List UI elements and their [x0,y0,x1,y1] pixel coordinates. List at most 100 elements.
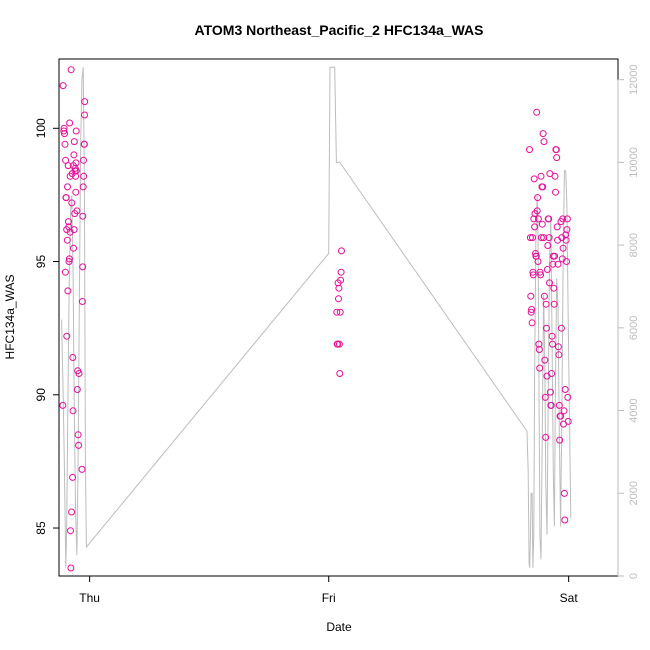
data-point [527,308,535,316]
data-point [535,346,543,353]
y-tick-label: 100 [34,118,48,138]
x-axis-label: Date [326,620,352,634]
y-right-tick-label: 6000 [628,316,640,340]
data-point [554,343,562,351]
data-point [79,212,87,220]
y-right-tick-label: 10000 [628,147,640,178]
data-point [65,255,73,263]
data-point [61,140,69,148]
data-point [59,82,67,90]
y-tick-label: 90 [34,388,48,402]
data-point [64,162,72,170]
data-point [526,146,533,154]
data-point [545,234,553,242]
data-point [63,332,71,340]
data-point [534,194,542,202]
data-point [65,218,72,226]
data-point [73,207,81,215]
data-point [533,108,541,116]
data-point [69,407,77,415]
data-point [80,156,87,164]
data-point [80,172,88,180]
data-point [62,194,70,202]
data-point [79,263,87,271]
data-point [562,231,570,239]
data-point [68,508,76,516]
data-point [78,298,86,305]
data-point [553,223,561,231]
x-axis: Thu Fri Sat [79,575,579,605]
data-point [80,140,88,148]
data-point [541,356,549,364]
altitude-line [61,66,572,568]
data-point [552,146,560,154]
data-point [529,234,536,242]
data-point [540,138,548,146]
chart-title: ATOM3 Northeast_Pacific_2 HFC134a_WAS [195,22,484,38]
y-right-tick-label: 4000 [628,398,640,422]
data-point [65,258,73,265]
data-point [546,279,553,287]
data-point [63,236,71,244]
data-point [557,324,565,332]
data-point [64,287,72,295]
data-point [335,295,342,303]
data-point [547,401,555,409]
data-point [551,252,559,260]
data-point [81,111,88,119]
data-point [75,370,83,377]
data-point [542,300,550,308]
data-point [544,242,552,249]
data-point [540,292,548,300]
data-point [64,183,71,191]
data-point [537,271,545,279]
data-point [549,340,556,348]
data-point [61,268,69,276]
data-point [72,188,80,196]
data-point [542,433,550,441]
y-right-tick-label: 8000 [628,233,640,257]
data-point [559,215,567,223]
data-point [555,401,563,409]
data-point [61,130,68,138]
data-point [74,431,82,439]
data-point [552,188,559,196]
data-point [69,354,77,361]
data-point [69,473,77,481]
altitude-layer [61,66,572,568]
data-point [550,300,558,308]
data-point [535,340,543,348]
data-point [543,324,550,332]
data-point [534,215,542,223]
data-point [75,441,83,449]
data-point [545,215,553,223]
x-tick-label: Thu [79,591,100,605]
y-right-tick-label: 2000 [628,481,640,505]
data-point [561,516,569,524]
data-point [530,215,538,223]
data-point [555,351,563,359]
data-point [543,266,551,273]
data-point [72,159,80,167]
data-point [67,564,75,572]
data-point [550,284,558,292]
data-point [549,260,557,268]
data-point [561,386,569,393]
data-point [528,319,536,327]
data-point [533,207,541,215]
data-point [564,417,572,425]
data-point [81,98,89,106]
data-point [564,393,572,401]
data-point [537,172,545,180]
data-point [336,308,344,316]
data-point [70,138,78,146]
x-tick-label: Sat [560,591,579,605]
y-right-tick-label: 0 [628,573,640,579]
data-point [556,436,564,444]
y-axis: 85 90 95 100 [34,118,60,535]
data-point [529,271,537,279]
data-point [531,223,539,231]
data-point [541,393,549,401]
data-point [537,234,545,242]
